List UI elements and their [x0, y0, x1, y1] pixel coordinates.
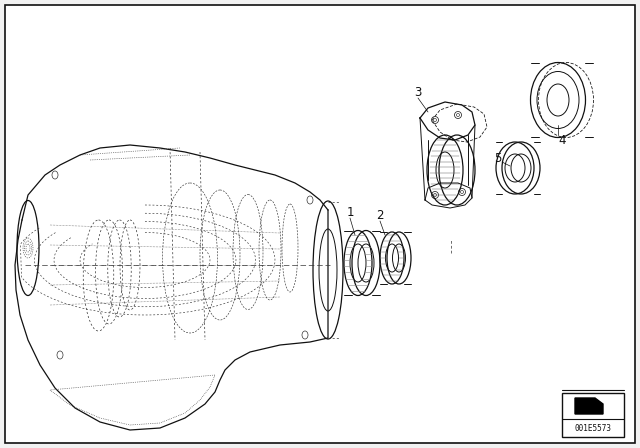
- Text: 5: 5: [494, 151, 502, 164]
- Text: 4: 4: [558, 134, 566, 146]
- Text: 2: 2: [376, 208, 384, 221]
- Text: 001E5573: 001E5573: [575, 423, 611, 432]
- Polygon shape: [575, 398, 603, 414]
- Bar: [562, 393, 624, 437]
- Text: 1: 1: [346, 206, 354, 219]
- Text: 3: 3: [414, 86, 422, 99]
